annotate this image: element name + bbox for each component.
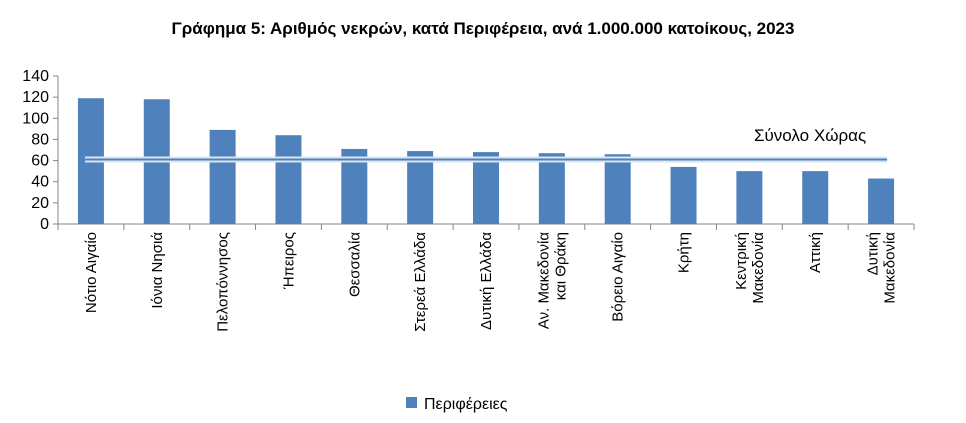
category-label: Αν. Μακεδονία	[535, 232, 552, 329]
category-label: Αττική	[807, 232, 824, 273]
legend-swatch	[406, 397, 417, 408]
legend: Περιφέρειες	[406, 396, 508, 413]
bar-11	[736, 171, 763, 224]
category-label: Μακεδονία	[750, 232, 767, 304]
category-label: Πελοπόννησος	[215, 232, 232, 332]
bar-7	[473, 152, 499, 224]
bar-4	[275, 135, 302, 224]
bar-6	[407, 151, 434, 224]
category-label: Βόρειο Αιγαίο	[610, 232, 627, 322]
category-label: Κεντρική	[733, 232, 750, 290]
category-label: Δυτική Ελλάδα	[478, 232, 495, 330]
category-label: και Θράκη	[552, 232, 569, 300]
y-tick-label: 0	[40, 216, 49, 233]
y-tick-label: 20	[31, 195, 49, 212]
category-label: Μακεδονία	[882, 232, 899, 304]
bar-10	[670, 166, 697, 224]
bar-9	[604, 154, 631, 224]
y-tick-label: 80	[31, 131, 49, 148]
category-label: Ήπειρος	[280, 232, 297, 290]
category-label: Κρήτη	[676, 232, 693, 273]
y-tick-label: 60	[31, 153, 49, 170]
bar-8	[538, 153, 565, 224]
category-label: Δυτική	[865, 232, 882, 275]
category-label: Θεσσαλία	[346, 232, 363, 297]
bar-3	[209, 129, 236, 224]
bar-12	[802, 171, 829, 224]
y-tick-label: 140	[22, 68, 49, 85]
plot-area: 0 20 40 60 80 100 120 140 Νότιο Αιγαίο Ιόνια Νησι…	[22, 68, 915, 332]
bar-13	[868, 178, 895, 224]
chart-title: Γράφημα 5: Αριθμός νεκρών, κατά Περιφέρε…	[172, 19, 795, 38]
y-tick-label: 120	[22, 89, 49, 106]
category-label: Ιόνια Νησιά	[149, 232, 166, 309]
category-label: Στερεά Ελλάδα	[412, 232, 429, 332]
y-tick-label: 40	[31, 174, 49, 191]
category-label: Νότιο Αιγαίο	[83, 232, 100, 313]
reference-line-label: Σύνολο Χώρας	[754, 126, 866, 145]
y-tick-label: 100	[22, 110, 49, 127]
legend-label: Περιφέρειες	[424, 396, 508, 413]
